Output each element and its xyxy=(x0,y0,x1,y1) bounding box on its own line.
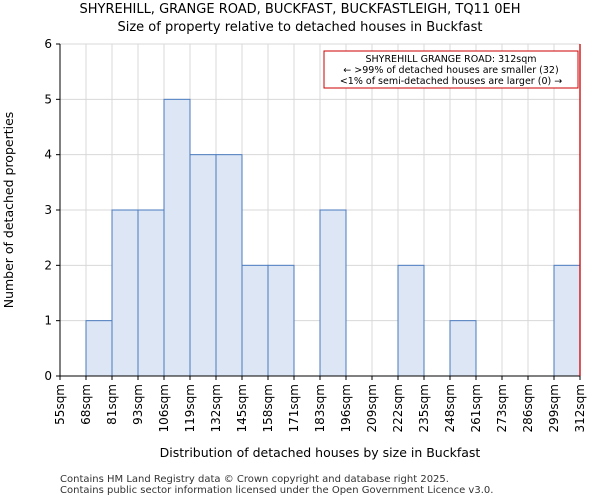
x-tick-label: 145sqm xyxy=(235,384,249,432)
x-tick-label: 106sqm xyxy=(157,384,171,432)
chart-title: SHYREHILL, GRANGE ROAD, BUCKFAST, BUCKFA… xyxy=(79,2,521,17)
annotation-rect xyxy=(323,50,579,89)
annotation-line-2: ← >99% of detached houses are smaller (3… xyxy=(343,65,558,76)
x-tick-label: 261sqm xyxy=(469,384,483,432)
x-tick-label: 312sqm xyxy=(573,384,587,432)
x-tick-label: 119sqm xyxy=(183,384,197,432)
footer-line-2: Contains public sector information licen… xyxy=(60,485,494,496)
bar xyxy=(241,264,269,377)
annotation-box: SHYREHILL GRANGE ROAD: 312sqm ← >99% of … xyxy=(323,50,579,89)
bar xyxy=(111,209,139,377)
bar xyxy=(319,209,347,377)
bar xyxy=(163,98,191,377)
x-tick-label: 93sqm xyxy=(131,384,145,425)
y-ticks: 0 1 2 3 4 5 6 xyxy=(44,37,60,383)
bar xyxy=(189,154,217,377)
y-tick-label: 0 xyxy=(44,369,52,383)
y-tick-label: 3 xyxy=(44,203,52,217)
x-tick-label: 273sqm xyxy=(495,384,509,432)
y-tick-label: 5 xyxy=(44,92,52,106)
x-tick-label: 222sqm xyxy=(391,384,405,432)
x-tick-label: 171sqm xyxy=(287,384,301,432)
bar xyxy=(215,154,243,377)
y-tick-label: 2 xyxy=(44,258,52,272)
bar xyxy=(553,264,581,377)
x-tick-label: 286sqm xyxy=(521,384,535,432)
x-tick-label: 299sqm xyxy=(547,384,561,432)
chart-subtitle: Size of property relative to detached ho… xyxy=(117,20,483,35)
x-tick-label: 183sqm xyxy=(313,384,327,432)
bar xyxy=(137,209,165,377)
footer-line-1: Contains HM Land Registry data © Crown c… xyxy=(60,474,449,485)
y-axis-label: Number of detached properties xyxy=(1,112,16,309)
bar xyxy=(267,264,295,377)
bar xyxy=(397,264,425,377)
x-tick-label: 132sqm xyxy=(209,384,223,432)
y-tick-label: 6 xyxy=(44,37,52,51)
y-tick-label: 4 xyxy=(44,148,52,162)
y-tick-label: 1 xyxy=(44,314,52,328)
x-axis-label: Distribution of detached houses by size … xyxy=(160,445,481,460)
x-tick-label: 235sqm xyxy=(417,384,431,432)
bar xyxy=(85,320,113,377)
bars xyxy=(85,98,581,377)
x-tick-label: 55sqm xyxy=(53,384,67,425)
bar xyxy=(449,320,477,377)
x-tick-label: 158sqm xyxy=(261,384,275,432)
annotation-line-3: <1% of semi-detached houses are larger (… xyxy=(340,76,562,87)
x-tick-label: 68sqm xyxy=(79,384,93,425)
annotation-line-1: SHYREHILL GRANGE ROAD: 312sqm xyxy=(365,54,536,65)
x-tick-label: 81sqm xyxy=(105,384,119,425)
x-tick-label: 248sqm xyxy=(443,384,457,432)
x-ticks: 55sqm 68sqm 81sqm 93sqm 106sqm 119sqm 132sqm 14… xyxy=(53,376,587,432)
x-tick-label: 209sqm xyxy=(365,384,379,432)
x-tick-label: 196sqm xyxy=(339,384,353,432)
